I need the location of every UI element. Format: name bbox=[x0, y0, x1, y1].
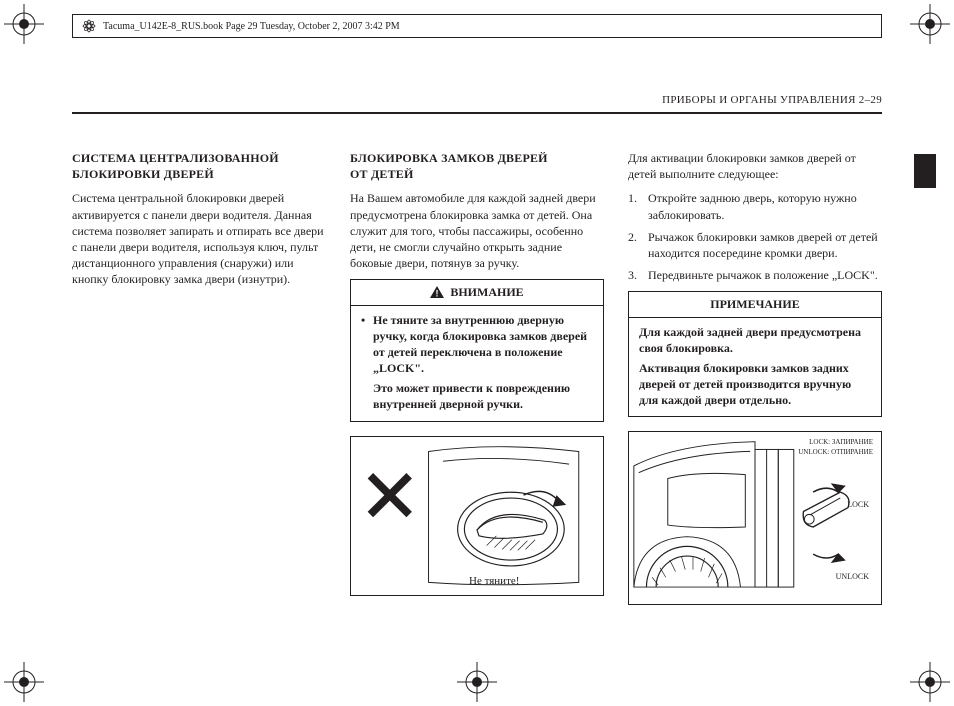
figure-caption: Не тяните! bbox=[469, 574, 519, 589]
crop-mark-icon bbox=[910, 4, 950, 44]
body-text: Для активации блокировки замков дверей о… bbox=[628, 150, 882, 182]
note-line: Для каждой задней двери предусмотрена св… bbox=[639, 324, 871, 356]
figure-handle: Не тяните! bbox=[350, 436, 604, 596]
figure-door: LOCK: ЗАПИРАНИЕUNLOCK: ОТПИРАНИЕ LOCK UN… bbox=[628, 431, 882, 605]
body-text: На Вашем автомобиле для каждой задней дв… bbox=[350, 190, 604, 271]
attention-body: Не тяните за внутреннюю дверную ручку, к… bbox=[351, 306, 603, 421]
attention-title: ! ВНИМАНИЕ bbox=[351, 280, 603, 305]
figure-legend: LOCK: ЗАПИРАНИЕUNLOCK: ОТПИРАНИЕ bbox=[798, 438, 873, 457]
content-columns: СИСТЕМА ЦЕНТРАЛИЗОВАННОЙ БЛОКИРОВКИ ДВЕР… bbox=[72, 150, 882, 676]
svg-text:!: ! bbox=[436, 289, 439, 299]
section-heading: СИСТЕМА ЦЕНТРАЛИЗОВАННОЙ БЛОКИРОВКИ ДВЕР… bbox=[72, 150, 326, 182]
column-3: Для активации блокировки замков дверей о… bbox=[628, 150, 882, 676]
handle-illustration bbox=[351, 437, 603, 592]
crop-header: Tacuma_U142E-8_RUS.book Page 29 Tuesday,… bbox=[72, 14, 882, 38]
thumb-tab bbox=[914, 154, 936, 188]
list-item: Передвиньте рычажок в положение „LOCK". bbox=[628, 267, 882, 283]
note-title: ПРИМЕЧАНИЕ bbox=[629, 292, 881, 317]
note-body: Для каждой задней двери предусмотрена св… bbox=[629, 318, 881, 417]
running-head: ПРИБОРЫ И ОРГАНЫ УПРАВЛЕНИЯ 2–29 bbox=[72, 94, 882, 114]
attention-box: ! ВНИМАНИЕ Не тяните за внутреннюю дверн… bbox=[350, 279, 604, 421]
attention-line: Это может привести к повреждению внутрен… bbox=[361, 380, 593, 412]
steps-list: Откройте заднюю дверь, которую нужно заб… bbox=[628, 190, 882, 283]
crop-mark-icon bbox=[910, 662, 950, 702]
rosette-icon bbox=[81, 18, 97, 34]
column-2: БЛОКИРОВКА ЗАМКОВ ДВЕРЕЙ ОТ ДЕТЕЙ На Ваш… bbox=[350, 150, 604, 676]
crop-header-text: Tacuma_U142E-8_RUS.book Page 29 Tuesday,… bbox=[103, 21, 400, 32]
list-item: Откройте заднюю дверь, которую нужно заб… bbox=[628, 190, 882, 222]
body-text: Система центральной блокировки дверей ак… bbox=[72, 190, 326, 287]
warning-icon: ! bbox=[430, 286, 444, 298]
crop-mark-icon bbox=[4, 662, 44, 702]
list-item: Рычажок блокировки замков дверей от дете… bbox=[628, 229, 882, 261]
attention-bullet: Не тяните за внутреннюю дверную ручку, к… bbox=[361, 312, 593, 377]
section-heading: БЛОКИРОВКА ЗАМКОВ ДВЕРЕЙ ОТ ДЕТЕЙ bbox=[350, 150, 604, 182]
unlock-label: UNLOCK bbox=[836, 572, 869, 583]
note-line: Активация блокировки замков задних двере… bbox=[639, 360, 871, 409]
page: Tacuma_U142E-8_RUS.book Page 29 Tuesday,… bbox=[0, 0, 954, 706]
note-box: ПРИМЕЧАНИЕ Для каждой задней двери преду… bbox=[628, 291, 882, 417]
column-1: СИСТЕМА ЦЕНТРАЛИЗОВАННОЙ БЛОКИРОВКИ ДВЕР… bbox=[72, 150, 326, 676]
crop-mark-icon bbox=[4, 4, 44, 44]
lock-label: LOCK bbox=[847, 500, 869, 511]
